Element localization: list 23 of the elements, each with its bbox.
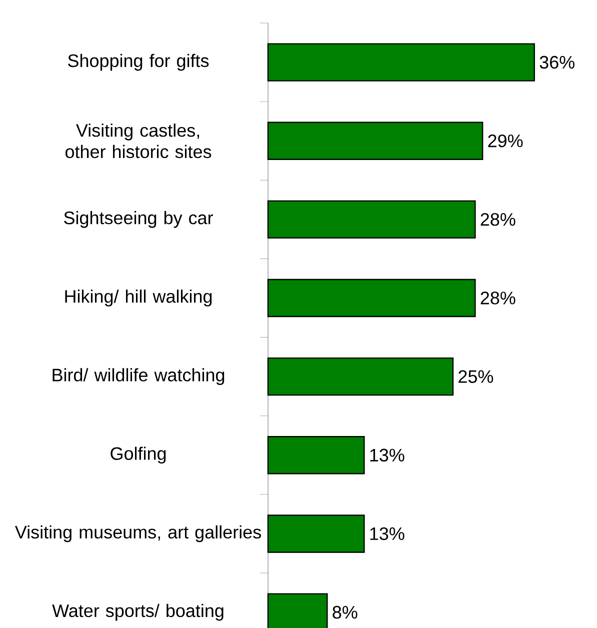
data-label: 28%: [480, 213, 516, 226]
bar: [267, 278, 476, 318]
y-tick-label: Water sports/ boating: [52, 604, 224, 621]
bar: [267, 514, 365, 553]
y-tick-label: Sightseeing by car: [64, 211, 213, 228]
bar: [267, 436, 365, 474]
y-tick-label: Visiting castles, other historic sites: [66, 124, 212, 158]
data-label: 29%: [488, 134, 523, 148]
data-label: 13%: [370, 527, 404, 540]
data-label: 8%: [332, 606, 358, 619]
bar: [267, 43, 535, 82]
data-label: 28%: [480, 292, 516, 304]
y-tick-label: Shopping for gifts: [68, 54, 209, 71]
bar: [267, 122, 484, 160]
data-label: 13%: [370, 448, 404, 462]
y-tick-label: Visiting museums, art galleries: [14, 525, 261, 542]
y-tick-label: Hiking/ hill walking: [65, 290, 212, 306]
data-label: 25%: [458, 370, 494, 383]
data-label: 36%: [540, 56, 574, 69]
y-tick-label: Golfing: [110, 446, 166, 464]
y-tick-label: Bird/ wildlife watching: [52, 368, 224, 385]
bar: [267, 200, 476, 239]
bar: [267, 357, 454, 396]
